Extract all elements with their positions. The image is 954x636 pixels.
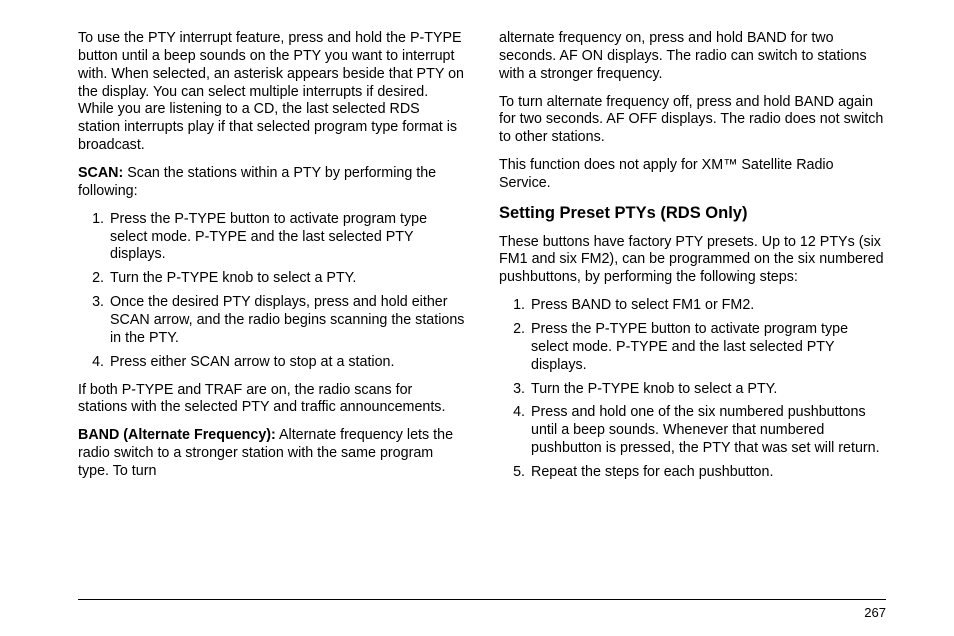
paragraph: This function does not apply for XM™ Sat…	[499, 157, 886, 193]
page-number: 267	[864, 605, 886, 620]
list-item: Press either SCAN arrow to stop at a sta…	[108, 354, 465, 372]
list-item: Press the P-TYPE button to activate prog…	[108, 211, 465, 265]
paragraph: To turn alternate frequency off, press a…	[499, 94, 886, 148]
paragraph: To use the PTY interrupt feature, press …	[78, 30, 465, 155]
list-item: Turn the P-TYPE knob to select a PTY.	[529, 381, 886, 399]
paragraph: If both P-TYPE and TRAF are on, the radi…	[78, 382, 465, 418]
list-item: Press and hold one of the six numbered p…	[529, 404, 886, 458]
band-paragraph: BAND (Alternate Frequency): Alternate fr…	[78, 427, 465, 481]
scan-text: Scan the stations within a PTY by perfor…	[78, 165, 436, 199]
list-item: Repeat the steps for each pushbutton.	[529, 464, 886, 482]
paragraph: alternate frequency on, press and hold B…	[499, 30, 886, 84]
list-item: Press the P-TYPE button to activate prog…	[529, 321, 886, 375]
list-item: Press BAND to select FM1 or FM2.	[529, 297, 886, 315]
scan-steps-list: Press the P-TYPE button to activate prog…	[78, 211, 465, 372]
footer-rule	[78, 599, 886, 600]
right-column: alternate frequency on, press and hold B…	[499, 30, 886, 492]
scan-label: SCAN:	[78, 165, 123, 181]
scan-paragraph: SCAN: Scan the stations within a PTY by …	[78, 165, 465, 201]
band-label: BAND (Alternate Frequency):	[78, 427, 276, 443]
list-item: Turn the P-TYPE knob to select a PTY.	[108, 270, 465, 288]
page-content: To use the PTY interrupt feature, press …	[0, 0, 954, 492]
list-item: Once the desired PTY displays, press and…	[108, 294, 465, 348]
section-heading: Setting Preset PTYs (RDS Only)	[499, 203, 886, 224]
preset-steps-list: Press BAND to select FM1 or FM2. Press t…	[499, 297, 886, 482]
left-column: To use the PTY interrupt feature, press …	[78, 30, 465, 492]
paragraph: These buttons have factory PTY presets. …	[499, 234, 886, 288]
